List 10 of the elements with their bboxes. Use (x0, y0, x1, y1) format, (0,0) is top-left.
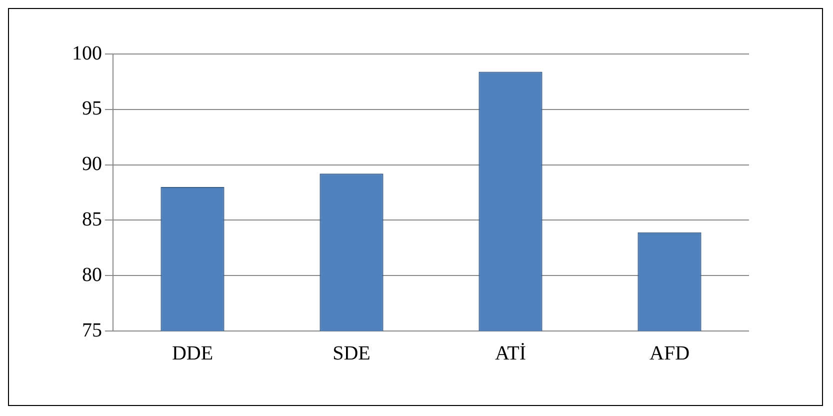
y-tick-label: 80 (82, 264, 102, 286)
y-tick-label: 95 (82, 98, 102, 120)
y-tick-label: 100 (72, 42, 102, 64)
y-tick-label: 75 (82, 319, 102, 342)
y-tick-label: 85 (82, 208, 102, 230)
x-tick-label: SDE (332, 342, 370, 364)
x-tick-label: AFD (649, 342, 690, 364)
y-tick-label: 90 (82, 153, 102, 176)
x-tick-label: DDE (172, 342, 214, 364)
x-tick-label: ATİ (494, 342, 526, 364)
